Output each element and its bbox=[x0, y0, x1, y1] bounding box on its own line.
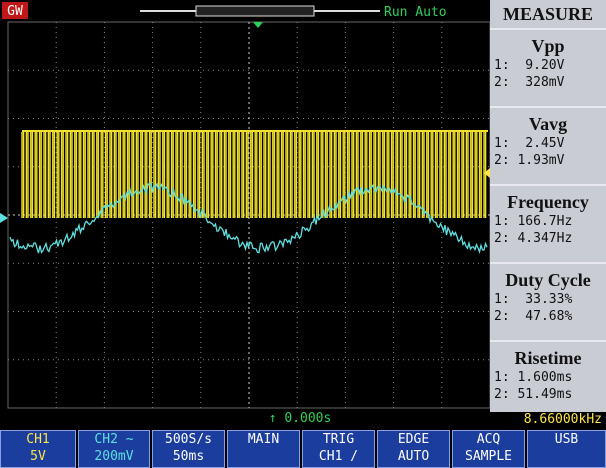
oscilloscope-screen: GW Run Auto ↑ 0.000s MEASURE 8.66000kHz … bbox=[0, 0, 606, 468]
measure-name: Duty Cycle bbox=[490, 270, 606, 291]
measure-ch1: 1: 9.20V bbox=[490, 57, 606, 74]
measure-name: Vpp bbox=[490, 36, 606, 57]
menu-line2: AUTO bbox=[378, 448, 449, 465]
menu-line1: 500S/s bbox=[153, 431, 224, 448]
run-status: Run Auto bbox=[384, 5, 447, 20]
measure-ch1: 1: 2.45V bbox=[490, 135, 606, 152]
measure-ch2: 2: 328mV bbox=[490, 74, 606, 91]
measure-ch2: 2: 1.93mV bbox=[490, 152, 606, 169]
menu-button[interactable]: CH2 ~200mV bbox=[78, 430, 150, 468]
measure-ch2: 2: 47.68% bbox=[490, 308, 606, 325]
measure-ch1: 1: 166.7Hz bbox=[490, 213, 606, 230]
menu-line1: EDGE bbox=[378, 431, 449, 448]
scope-display: GW Run Auto ↑ 0.000s bbox=[0, 0, 490, 430]
measure-title: MEASURE bbox=[490, 0, 606, 28]
menu-line1: CH1 bbox=[1, 431, 75, 448]
menu-line2: 50ms bbox=[153, 448, 224, 465]
logo: GW bbox=[7, 4, 23, 19]
menu-line1: MAIN bbox=[228, 431, 299, 448]
measure-name: Vavg bbox=[490, 114, 606, 135]
menu-button[interactable]: USB bbox=[527, 430, 606, 468]
measure-name: Risetime bbox=[490, 348, 606, 369]
menu-line1: CH2 ~ bbox=[79, 431, 149, 448]
menu-line2: 5V bbox=[1, 448, 75, 465]
measure-ch1: 1: 1.600ms bbox=[490, 369, 606, 386]
menu-line2: CH1 / bbox=[303, 448, 374, 465]
menu-button[interactable]: MAIN bbox=[227, 430, 300, 468]
measure-name: Frequency bbox=[490, 192, 606, 213]
memory-window bbox=[196, 6, 314, 16]
menu-line1: USB bbox=[528, 431, 605, 448]
menu-line1: ACQ bbox=[453, 431, 524, 448]
measure-ch2: 2: 4.347Hz bbox=[490, 230, 606, 247]
trigger-frequency: 8.66000kHz bbox=[490, 410, 606, 430]
measure-ch2: 2: 51.49ms bbox=[490, 386, 606, 403]
menu-line1: TRIG bbox=[303, 431, 374, 448]
menu-line2: SAMPLE bbox=[453, 448, 524, 465]
measure-ch1: 1: 33.33% bbox=[490, 291, 606, 308]
ch2-marker bbox=[0, 213, 8, 223]
menu-line2: 200mV bbox=[79, 448, 149, 465]
time-offset: ↑ 0.000s bbox=[269, 411, 332, 426]
